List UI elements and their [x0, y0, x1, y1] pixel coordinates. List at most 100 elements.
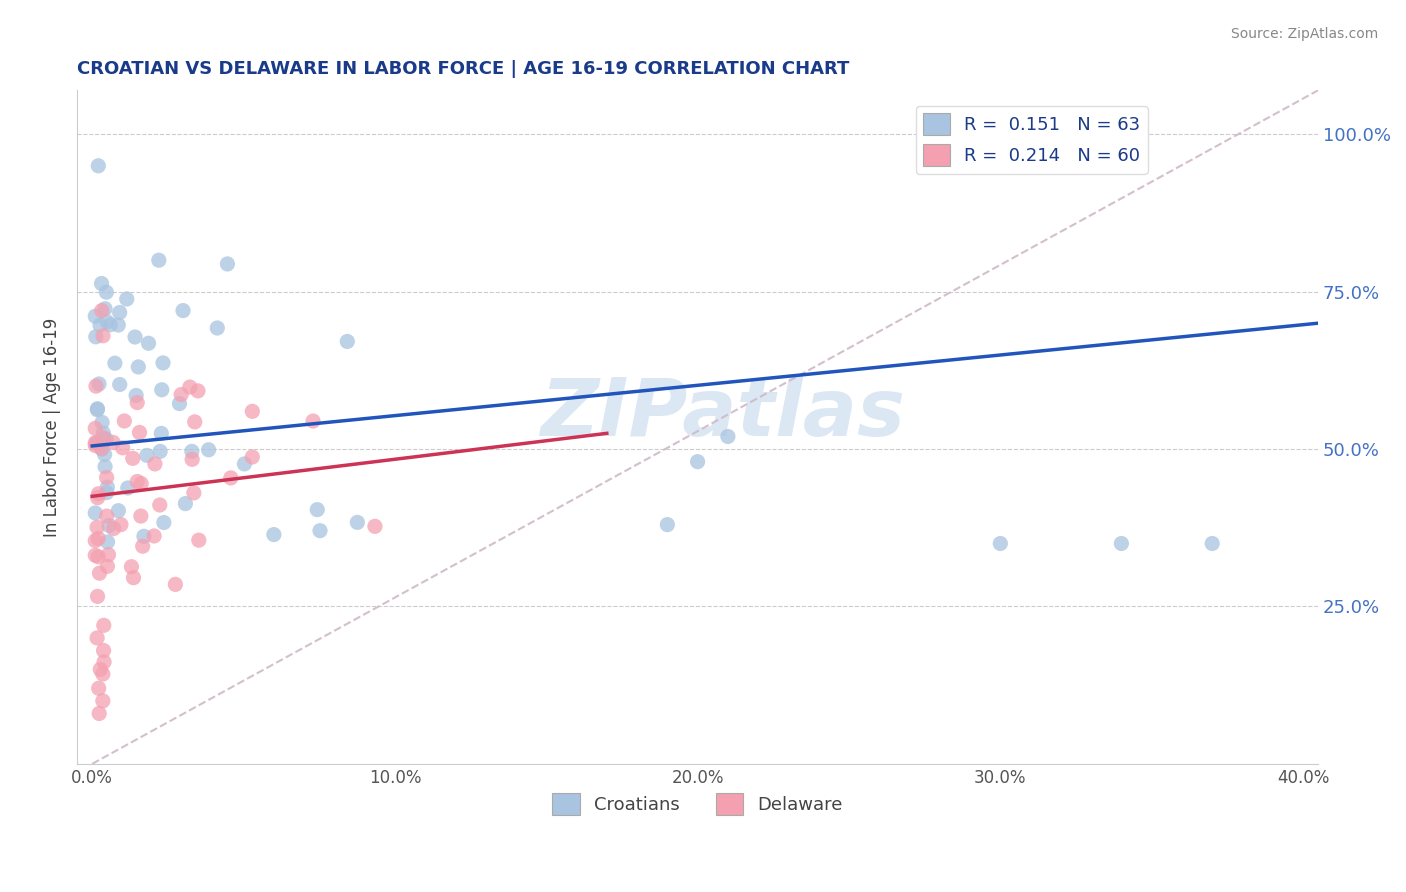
Point — [110, 517, 132, 532]
Point — [93, 618, 115, 632]
Point — [217, 257, 239, 271]
Point — [219, 471, 242, 485]
Point — [197, 442, 219, 457]
Point — [96, 485, 118, 500]
Point — [98, 518, 121, 533]
Point — [117, 481, 139, 495]
Text: ZIPatlas: ZIPatlas — [540, 375, 905, 452]
Point — [84, 549, 107, 563]
Point — [233, 457, 256, 471]
Point — [87, 487, 110, 501]
Point — [124, 330, 146, 344]
Point — [87, 376, 110, 391]
Point — [89, 706, 111, 721]
Point — [153, 516, 176, 530]
Point — [207, 321, 229, 335]
Point — [150, 383, 173, 397]
Point — [127, 475, 149, 489]
Point — [84, 438, 107, 452]
Point — [98, 318, 121, 332]
Point — [90, 442, 112, 457]
Point — [309, 524, 332, 538]
Point — [150, 426, 173, 441]
Point — [187, 533, 209, 548]
Point — [346, 516, 368, 530]
Point — [84, 533, 107, 548]
Point — [988, 536, 1011, 550]
Point — [91, 328, 114, 343]
Point — [686, 455, 709, 469]
Point — [240, 404, 263, 418]
Point — [87, 681, 110, 696]
Point — [87, 549, 110, 564]
Point — [89, 662, 111, 676]
Y-axis label: In Labor Force | Age 16-19: In Labor Force | Age 16-19 — [44, 318, 60, 537]
Point — [174, 497, 197, 511]
Point — [148, 253, 170, 268]
Point — [180, 444, 202, 458]
Point — [187, 384, 209, 398]
Point — [89, 566, 111, 581]
Point — [111, 441, 134, 455]
Point — [91, 667, 114, 681]
Point — [143, 457, 166, 471]
Point — [1201, 536, 1223, 550]
Point — [121, 451, 143, 466]
Point — [103, 522, 125, 536]
Point — [86, 401, 108, 416]
Point — [364, 519, 387, 533]
Point — [93, 643, 115, 657]
Point — [91, 416, 114, 430]
Point — [84, 435, 107, 450]
Point — [96, 285, 118, 300]
Point — [120, 559, 142, 574]
Point — [307, 502, 329, 516]
Text: Source: ZipAtlas.com: Source: ZipAtlas.com — [1230, 27, 1378, 41]
Point — [91, 431, 114, 445]
Point — [86, 435, 108, 450]
Point — [101, 435, 124, 450]
Point — [128, 425, 150, 440]
Point — [93, 434, 115, 449]
Point — [84, 379, 107, 393]
Point — [87, 159, 110, 173]
Point — [717, 429, 740, 443]
Point — [152, 356, 174, 370]
Point — [149, 444, 172, 458]
Legend: Croatians, Delaware: Croatians, Delaware — [546, 786, 851, 822]
Point — [84, 421, 107, 435]
Point — [90, 303, 112, 318]
Point — [302, 414, 325, 428]
Point — [94, 459, 117, 474]
Point — [122, 571, 145, 585]
Point — [169, 396, 191, 410]
Point — [135, 449, 157, 463]
Point — [96, 509, 118, 524]
Point — [91, 425, 114, 440]
Point — [112, 414, 135, 428]
Point — [96, 470, 118, 484]
Point — [336, 334, 359, 349]
Point — [657, 517, 679, 532]
Point — [108, 377, 131, 392]
Point — [91, 694, 114, 708]
Point — [107, 504, 129, 518]
Point — [96, 315, 118, 329]
Point — [84, 330, 107, 344]
Point — [107, 318, 129, 332]
Point — [1111, 536, 1133, 550]
Point — [127, 395, 149, 409]
Point — [90, 277, 112, 291]
Point — [84, 310, 107, 324]
Point — [181, 452, 204, 467]
Point — [165, 577, 187, 591]
Point — [104, 356, 127, 370]
Point — [129, 509, 152, 524]
Point — [84, 506, 107, 520]
Text: CROATIAN VS DELAWARE IN LABOR FORCE | AGE 16-19 CORRELATION CHART: CROATIAN VS DELAWARE IN LABOR FORCE | AG… — [77, 60, 849, 78]
Point — [96, 559, 118, 574]
Point — [90, 442, 112, 456]
Point — [87, 532, 110, 546]
Point — [183, 486, 205, 500]
Point — [89, 318, 111, 332]
